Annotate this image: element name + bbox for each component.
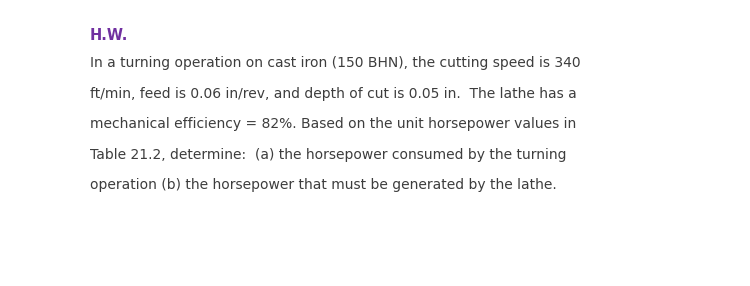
Text: H.W.: H.W. — [90, 28, 128, 43]
Text: Table 21.2, determine:  (a) the horsepower consumed by the turning: Table 21.2, determine: (a) the horsepowe… — [90, 148, 566, 162]
Text: operation (b) the horsepower that must be generated by the lathe.: operation (b) the horsepower that must b… — [90, 178, 556, 192]
Text: In a turning operation on cast iron (150 BHN), the cutting speed is 340: In a turning operation on cast iron (150… — [90, 56, 580, 70]
Text: mechanical efficiency = 82%. Based on the unit horsepower values in: mechanical efficiency = 82%. Based on th… — [90, 117, 576, 131]
Text: ft/min, feed is 0.06 in/rev, and depth of cut is 0.05 in.  The lathe has a: ft/min, feed is 0.06 in/rev, and depth o… — [90, 86, 577, 100]
